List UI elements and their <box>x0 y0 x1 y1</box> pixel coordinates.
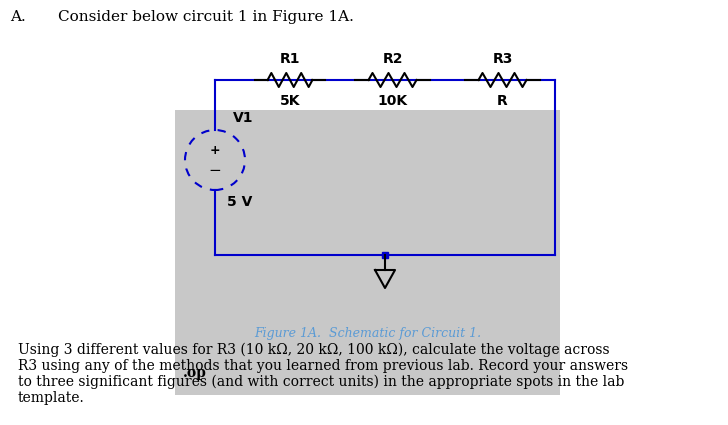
Text: V1: V1 <box>233 111 253 125</box>
Text: R: R <box>497 94 508 108</box>
Text: A.: A. <box>10 10 25 24</box>
Text: Consider below circuit 1 in Figure 1A.: Consider below circuit 1 in Figure 1A. <box>58 10 354 24</box>
Text: .op: .op <box>183 366 207 380</box>
Text: 10K: 10K <box>377 94 408 108</box>
Text: Figure 1A.  Schematic for Circuit 1.: Figure 1A. Schematic for Circuit 1. <box>254 327 481 340</box>
Text: +: + <box>210 144 221 156</box>
Text: template.: template. <box>18 391 84 405</box>
Text: R3 using any of the methods that you learned from previous lab. Record your answ: R3 using any of the methods that you lea… <box>18 359 628 373</box>
Text: to three significant figures (and with correct units) in the appropriate spots i: to three significant figures (and with c… <box>18 375 625 389</box>
Text: 5K: 5K <box>280 94 300 108</box>
Text: −: − <box>209 162 221 178</box>
Text: R3: R3 <box>492 52 513 66</box>
Text: R2: R2 <box>382 52 403 66</box>
Text: Using 3 different values for R3 (10 kΩ, 20 kΩ, 100 kΩ), calculate the voltage ac: Using 3 different values for R3 (10 kΩ, … <box>18 343 609 357</box>
Text: R1: R1 <box>280 52 300 66</box>
Text: 5 V: 5 V <box>227 195 253 209</box>
Bar <box>175 110 560 395</box>
